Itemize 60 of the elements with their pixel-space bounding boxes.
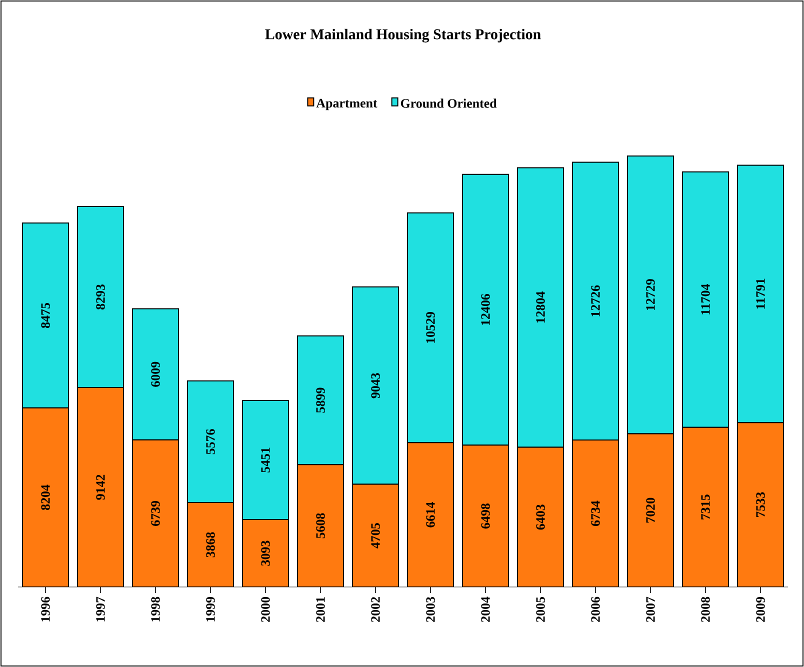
data-label: 7315 xyxy=(701,494,710,520)
x-tick-label: 2007 xyxy=(646,596,655,622)
data-label: 8475 xyxy=(41,302,50,328)
data-label: 3093 xyxy=(261,540,270,566)
bar xyxy=(572,440,620,587)
data-label: 5451 xyxy=(261,448,270,472)
data-label: 6009 xyxy=(151,362,160,387)
data-label: 6614 xyxy=(426,502,435,528)
x-tick-label: 2000 xyxy=(261,596,270,622)
bar xyxy=(737,422,784,587)
x-tick-label: 2001 xyxy=(316,597,325,622)
data-label: 8293 xyxy=(96,284,105,310)
x-tick-label: 1997 xyxy=(96,596,105,622)
data-label: 8204 xyxy=(41,484,50,510)
x-tick-label: 2005 xyxy=(536,596,545,622)
x-tick-label: 1999 xyxy=(206,596,215,622)
data-label: 6498 xyxy=(481,504,490,529)
data-label: 7020 xyxy=(646,498,655,523)
bar xyxy=(407,442,454,587)
data-label: 4705 xyxy=(371,523,380,548)
bar xyxy=(187,502,234,587)
data-label: 6734 xyxy=(591,500,600,526)
bar xyxy=(242,518,290,587)
bar xyxy=(297,464,344,587)
chart-title: Lower Mainland Housing Starts Projection xyxy=(265,28,541,42)
bar xyxy=(462,444,510,587)
x-tick-label: 2009 xyxy=(756,596,765,622)
bar xyxy=(132,439,180,587)
bar xyxy=(352,484,400,587)
data-label: 12729 xyxy=(646,279,655,310)
data-label: 6739 xyxy=(151,500,160,526)
x-tick-label: 2008 xyxy=(701,596,710,622)
data-label: 12726 xyxy=(591,285,600,316)
data-label: 5608 xyxy=(316,513,325,538)
legend-label: Ground Oriented xyxy=(400,98,497,108)
x-tick-label: 2006 xyxy=(591,596,600,622)
x-tick-label: 1998 xyxy=(151,596,160,622)
bar xyxy=(22,407,70,587)
data-label: 7533 xyxy=(756,492,765,517)
data-label: 11704 xyxy=(701,284,710,314)
data-label: 12804 xyxy=(536,292,545,323)
data-label: 10529 xyxy=(426,312,435,343)
data-label: 6403 xyxy=(536,504,545,530)
x-tick-label: 2004 xyxy=(481,596,490,622)
data-label: 5576 xyxy=(206,429,215,454)
data-label: 5899 xyxy=(316,388,325,413)
bar xyxy=(627,433,674,587)
x-tick-label: 1996 xyxy=(41,596,50,622)
data-label: 3868 xyxy=(206,532,215,558)
bar xyxy=(77,386,124,587)
data-label: 12406 xyxy=(481,294,490,325)
x-tick-label: 2002 xyxy=(371,597,380,622)
legend-label: Apartment xyxy=(316,98,378,110)
bar xyxy=(242,400,290,520)
data-label: 11791 xyxy=(756,278,765,309)
data-label: 9043 xyxy=(371,373,380,398)
x-tick-label: 2003 xyxy=(426,596,435,622)
data-label: 9142 xyxy=(96,474,105,500)
bar xyxy=(682,426,730,587)
bar xyxy=(517,446,564,587)
